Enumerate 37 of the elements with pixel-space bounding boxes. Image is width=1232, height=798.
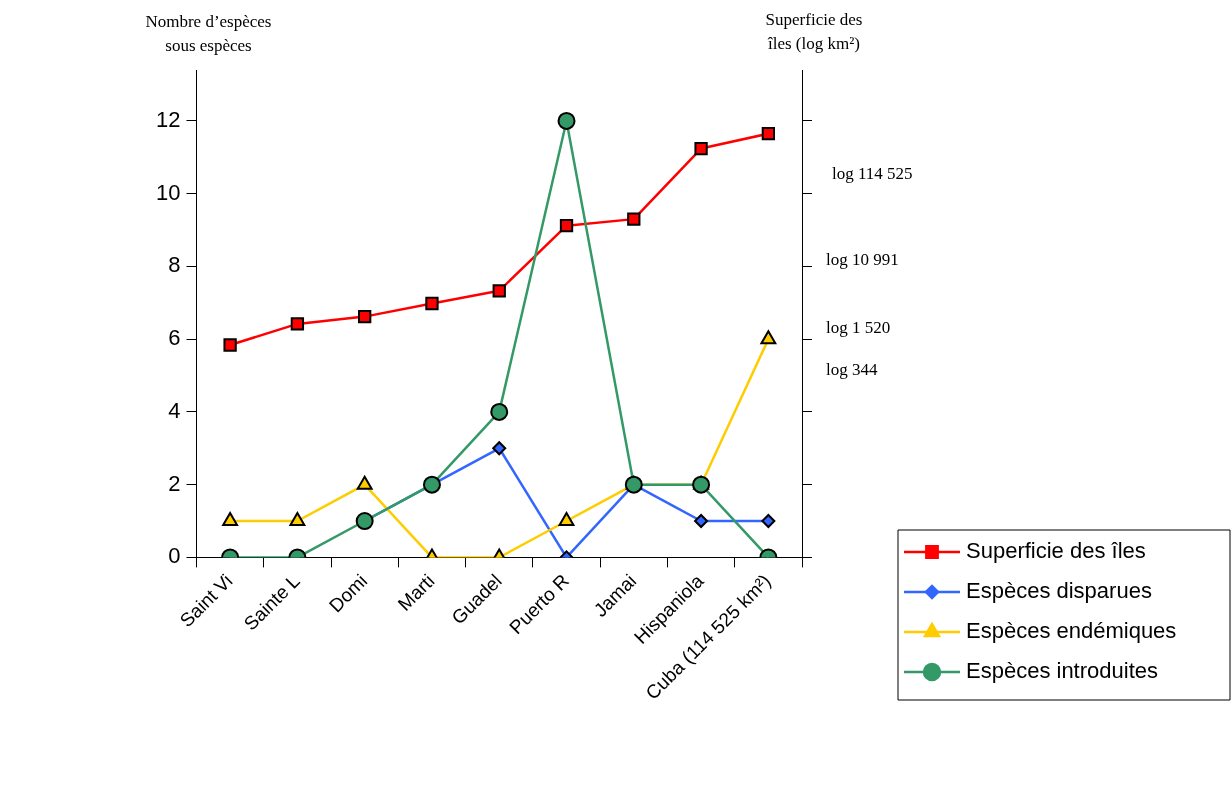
- legend-label: Espèces introduites: [966, 658, 1158, 684]
- point: [290, 317, 305, 331]
- y-tick-label: 12: [155, 106, 181, 132]
- text: log 344: [826, 360, 878, 380]
- point: [425, 296, 439, 311]
- text: log 10 991: [826, 249, 899, 269]
- point: [490, 402, 509, 421]
- y2-axis-title: Superficie des îles (log km²): [765, 10, 863, 53]
- y-tick-label: 6: [168, 325, 181, 351]
- point: [222, 512, 239, 527]
- text: log 114 525: [832, 164, 913, 184]
- point: [694, 514, 709, 529]
- y-axis-title: Nombre d’espèces sous espèces: [145, 12, 272, 55]
- point: [558, 512, 575, 527]
- point: [694, 141, 708, 156]
- y-tick-label: 10: [155, 179, 181, 205]
- point: [289, 512, 306, 527]
- y-tick-label: 0: [168, 543, 181, 569]
- y-tick-label: 8: [168, 252, 181, 278]
- point: [627, 212, 641, 226]
- point: [761, 127, 776, 141]
- legend-label: Espèces disparues: [966, 578, 1152, 604]
- point: [559, 219, 574, 233]
- point: [356, 475, 373, 490]
- point: [760, 330, 777, 345]
- point: [358, 309, 372, 324]
- point: [223, 338, 237, 352]
- point: [557, 111, 576, 130]
- point: [492, 441, 507, 456]
- text: log 1 520: [826, 317, 891, 337]
- y-tick-label: 4: [168, 397, 181, 423]
- y-tick-label: 2: [168, 470, 181, 496]
- point: [492, 284, 506, 298]
- legend-label: Superficie des îles: [966, 538, 1146, 564]
- point: [692, 475, 711, 494]
- legend-label: Espèces endémiques: [966, 618, 1177, 644]
- point: [761, 514, 776, 529]
